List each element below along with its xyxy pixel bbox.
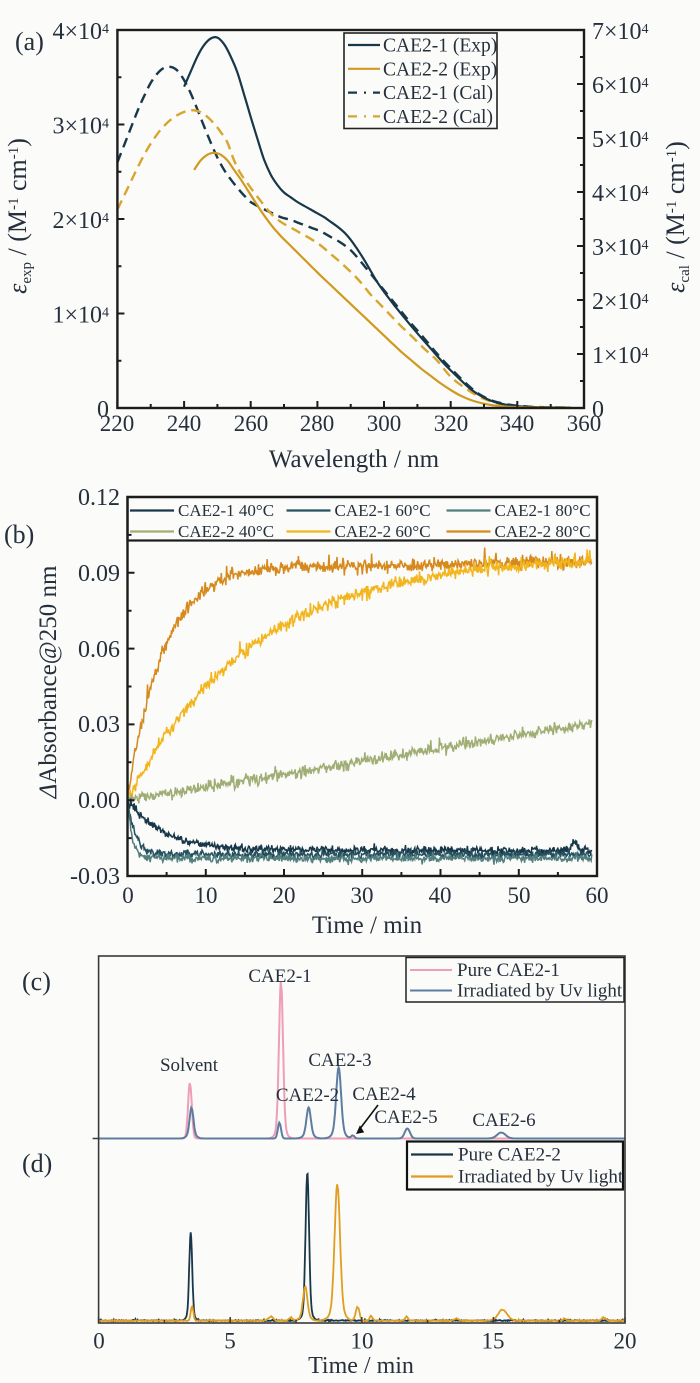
- svg-text:15: 15: [482, 1329, 505, 1354]
- svg-text:CAE2-6: CAE2-6: [472, 1110, 535, 1131]
- svg-text:2×104: 2×104: [52, 208, 109, 234]
- svg-text:10: 10: [195, 883, 218, 908]
- svg-text:CAE2-2 80°C: CAE2-2 80°C: [495, 522, 591, 541]
- svg-text:Irradiated by Uv light: Irradiated by Uv light: [457, 981, 623, 1002]
- svg-text:CAE2-1 (Cal): CAE2-1 (Cal): [383, 83, 493, 104]
- svg-text:(a): (a): [15, 27, 44, 56]
- svg-text:CAE2-2 40°C: CAE2-2 40°C: [178, 522, 274, 541]
- svg-text:CAE2-2 60°C: CAE2-2 60°C: [335, 522, 431, 541]
- svg-text:Time / min: Time / min: [312, 912, 423, 939]
- svg-text:0.00: 0.00: [78, 788, 120, 814]
- svg-text:0.03: 0.03: [78, 712, 120, 738]
- svg-text:(b): (b): [4, 520, 34, 549]
- svg-text:50: 50: [508, 883, 531, 908]
- svg-text:Solvent: Solvent: [160, 1055, 219, 1076]
- svg-text:-0.03: -0.03: [70, 864, 120, 890]
- svg-text:(d): (d): [22, 1149, 52, 1178]
- svg-text:2×104: 2×104: [592, 289, 649, 315]
- svg-text:CAE2-2 (Cal): CAE2-2 (Cal): [383, 107, 493, 128]
- svg-text:CAE2-3: CAE2-3: [308, 1050, 371, 1071]
- svg-text:1×104: 1×104: [592, 343, 649, 369]
- svg-text:Irradiated by Uv light: Irradiated by Uv light: [458, 1167, 624, 1188]
- svg-text:0.09: 0.09: [78, 561, 120, 587]
- svg-text:ΔAbsorbance@250 nm: ΔAbsorbance@250 nm: [35, 565, 62, 799]
- svg-text:0: 0: [592, 397, 604, 423]
- svg-text:Pure CAE2-1: Pure CAE2-1: [457, 960, 560, 981]
- svg-text:20: 20: [614, 1329, 637, 1354]
- svg-text:7×104: 7×104: [592, 19, 649, 45]
- svg-text:εexp / (M-1 cm-1): εexp / (M-1 cm-1): [3, 138, 35, 294]
- svg-text:3×104: 3×104: [52, 114, 109, 140]
- svg-text:300: 300: [367, 411, 402, 436]
- svg-text:340: 340: [500, 411, 535, 436]
- svg-text:Pure CAE2-2: Pure CAE2-2: [458, 1145, 561, 1166]
- svg-text:0.06: 0.06: [78, 637, 120, 663]
- svg-text:CAE2-1: CAE2-1: [248, 966, 311, 987]
- svg-text:320: 320: [434, 411, 469, 436]
- svg-text:CAE2-1 80°C: CAE2-1 80°C: [495, 501, 591, 520]
- svg-text:10: 10: [351, 1329, 374, 1354]
- svg-text:4×104: 4×104: [592, 181, 649, 207]
- svg-text:280: 280: [300, 411, 335, 436]
- svg-text:CAE2-5: CAE2-5: [374, 1107, 437, 1128]
- svg-text:4×104: 4×104: [52, 19, 109, 45]
- svg-text:20: 20: [273, 883, 296, 908]
- svg-text:0: 0: [93, 1329, 105, 1354]
- svg-text:CAE2-4: CAE2-4: [352, 1084, 416, 1105]
- svg-text:60: 60: [586, 883, 609, 908]
- svg-text:360: 360: [567, 411, 602, 436]
- svg-text:CAE2-2 (Exp): CAE2-2 (Exp): [383, 59, 497, 80]
- svg-text:30: 30: [351, 883, 374, 908]
- svg-text:3×104: 3×104: [592, 235, 649, 261]
- svg-text:CAE2-2: CAE2-2: [276, 1085, 339, 1106]
- svg-text:5: 5: [224, 1329, 236, 1354]
- svg-text:CAE2-1 40°C: CAE2-1 40°C: [178, 501, 274, 520]
- svg-text:5×104: 5×104: [592, 127, 649, 153]
- svg-text:240: 240: [167, 411, 202, 436]
- svg-text:CAE2-1 60°C: CAE2-1 60°C: [335, 501, 431, 520]
- svg-text:40: 40: [429, 883, 452, 908]
- svg-text:0: 0: [122, 883, 134, 908]
- svg-text:0.12: 0.12: [78, 485, 120, 511]
- svg-text:6×104: 6×104: [592, 73, 649, 99]
- svg-text:260: 260: [234, 411, 269, 436]
- svg-text:εcal / (M-1 cm-1): εcal / (M-1 cm-1): [661, 141, 693, 293]
- svg-text:Time / min: Time / min: [308, 1353, 414, 1379]
- svg-text:(c): (c): [22, 967, 51, 996]
- svg-text:0: 0: [97, 397, 109, 423]
- svg-text:CAE2-1 (Exp): CAE2-1 (Exp): [383, 36, 497, 57]
- svg-text:Wavelength / nm: Wavelength / nm: [269, 446, 440, 473]
- svg-text:220: 220: [100, 411, 135, 436]
- svg-text:1×104: 1×104: [52, 303, 109, 329]
